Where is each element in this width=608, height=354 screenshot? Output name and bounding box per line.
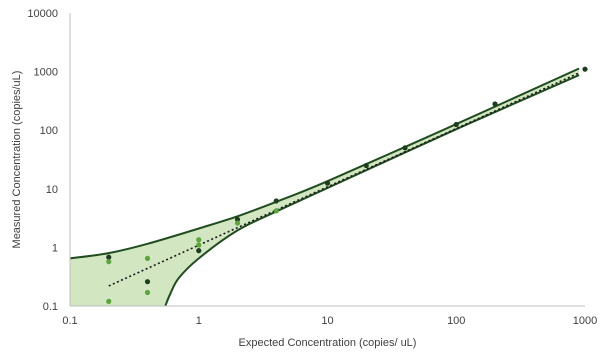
data-points (106, 66, 588, 304)
data-point (273, 208, 279, 214)
x-tick-labels: 0.1 1 10 100 1000 (62, 315, 597, 327)
data-point (196, 248, 202, 254)
data-point (273, 198, 279, 204)
data-point (234, 216, 241, 223)
confidence-band-layer (69, 67, 580, 307)
y-tick-label: 1000 (34, 67, 58, 79)
x-tick-label: 10 (321, 315, 333, 327)
axes (69, 13, 585, 307)
y-tick-labels: 0.1 1 10 100 1000 10000 (27, 8, 58, 313)
x-axis-title: Expected Concentration (copies/ uL) (239, 337, 417, 349)
data-point (453, 121, 459, 128)
x-tick-label: 1 (196, 315, 202, 327)
data-point (196, 242, 202, 248)
data-point (144, 289, 151, 296)
y-tick-label: 100 (40, 125, 58, 137)
trendline-layer (108, 72, 580, 287)
x-tick-label: 100 (447, 315, 465, 327)
y-tick-label: 10 (46, 184, 58, 196)
y-tick-label: 10000 (27, 8, 58, 20)
data-point (106, 259, 112, 265)
data-point (144, 279, 151, 285)
data-point (582, 66, 588, 72)
data-point (324, 180, 331, 186)
data-point (144, 255, 151, 261)
data-point (363, 162, 369, 169)
data-point (106, 254, 112, 260)
confidence-band-lower (164, 74, 580, 307)
data-point (234, 220, 241, 226)
y-tick-label: 1 (52, 242, 58, 254)
x-tick-label: 0.1 (62, 315, 77, 327)
data-point (106, 298, 112, 304)
y-tick-label: 0.1 (43, 301, 58, 313)
data-point (492, 101, 498, 107)
confidence-band-upper (69, 67, 580, 260)
trendline (108, 72, 580, 287)
data-point (196, 237, 202, 243)
data-point (402, 145, 408, 151)
x-tick-label: 1000 (573, 315, 597, 327)
y-axis-title: Measured Concentration (copies/uL) (11, 71, 23, 249)
